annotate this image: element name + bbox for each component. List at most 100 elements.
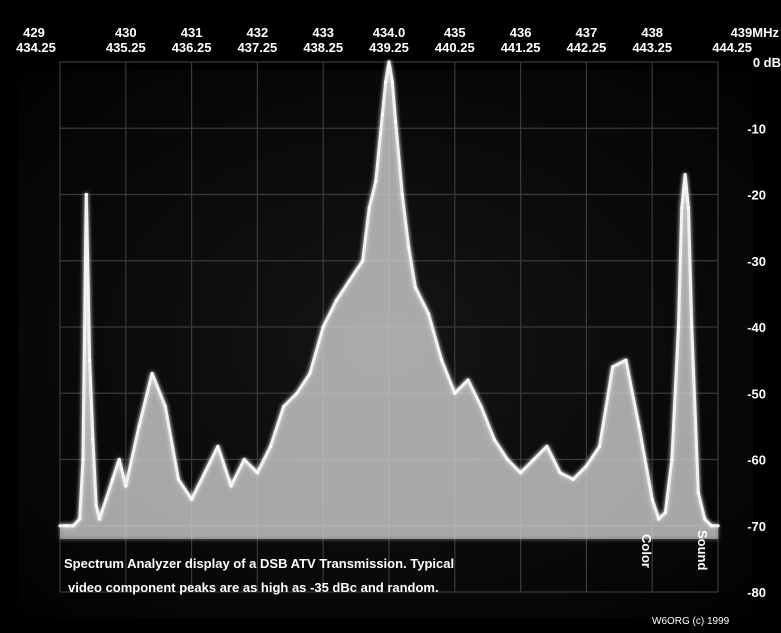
data-point	[505, 457, 509, 462]
db-scale-labels: 0 dB -10 -20 -30 -40 -50 -60 -70 -80	[747, 55, 781, 600]
data-point	[295, 391, 299, 395]
data-point	[137, 424, 141, 428]
caption-line-2: video component peaks are as high as -35…	[68, 580, 439, 595]
data-point	[624, 358, 628, 362]
bottom-freq-label: 435.25	[106, 40, 146, 55]
data-point	[334, 298, 338, 303]
data-point	[176, 477, 180, 481]
top-freq-label: 432	[247, 25, 269, 40]
data-point	[203, 471, 207, 475]
data-point	[65, 524, 69, 528]
top-freq-label: 435	[444, 25, 466, 40]
data-point	[440, 358, 444, 362]
data-point	[255, 471, 259, 475]
top-freq-label: 434.0	[373, 25, 406, 40]
top-freq-label: 438	[641, 25, 663, 40]
annotation-sound: Sound	[695, 530, 710, 570]
data-point	[492, 438, 496, 442]
data-point	[453, 391, 457, 395]
data-point	[650, 497, 654, 501]
data-point	[242, 457, 246, 462]
data-point	[663, 510, 668, 515]
data-point	[81, 457, 85, 462]
top-freq-label: 431	[181, 25, 203, 40]
data-point	[709, 524, 714, 528]
data-point	[229, 484, 233, 488]
data-point	[71, 524, 75, 528]
data-point	[407, 245, 411, 250]
spectrum-line	[60, 60, 718, 528]
data-point	[124, 484, 128, 488]
data-point	[308, 371, 312, 375]
db-label: -20	[747, 188, 766, 203]
data-point	[426, 312, 431, 316]
top-freq-label: 439MHz	[731, 25, 780, 40]
data-point	[611, 365, 615, 369]
data-point	[269, 444, 273, 448]
bottom-freq-label: 440.25	[435, 40, 475, 55]
db-label: -50	[747, 386, 766, 401]
data-point	[390, 80, 394, 84]
data-point	[163, 404, 167, 409]
data-point	[94, 504, 98, 508]
data-point	[413, 285, 417, 289]
data-point	[703, 517, 707, 521]
data-point	[104, 497, 108, 501]
db-label: -30	[747, 254, 766, 269]
caption-line-1: Spectrum Analyzer display of a DSB ATV T…	[64, 556, 454, 571]
data-point	[680, 206, 684, 210]
data-point	[111, 477, 115, 481]
data-point	[400, 192, 404, 197]
data-point	[466, 378, 470, 382]
credit-text: W6ORG (c) 1999	[652, 616, 730, 627]
data-point	[683, 173, 687, 177]
top-freq-label: 433	[312, 25, 334, 40]
data-point	[686, 206, 691, 210]
data-point	[367, 206, 371, 210]
db-label: 0 dB	[753, 55, 781, 70]
db-label: -60	[747, 453, 766, 468]
top-freq-label: 429	[23, 25, 45, 40]
data-point	[216, 444, 220, 448]
data-point	[479, 404, 483, 409]
bottom-freq-label: 437.25	[238, 40, 278, 55]
data-point	[716, 524, 720, 528]
bottom-freq-label: 442.25	[567, 40, 607, 55]
data-point	[394, 120, 398, 124]
data-point	[558, 471, 562, 475]
db-label: -40	[747, 320, 766, 335]
data-point	[361, 259, 365, 263]
spectrum-trace	[58, 60, 720, 539]
frequency-labels-top: 429 430 431 432 433 434.0 435 436 437 438 439MHz	[23, 25, 779, 40]
data-point	[387, 60, 391, 64]
data-point	[84, 192, 88, 197]
data-point	[150, 371, 154, 375]
annotation-color: Color	[639, 534, 654, 568]
data-point	[657, 517, 661, 521]
db-label: -70	[747, 519, 766, 534]
data-point	[58, 524, 62, 528]
bottom-freq-label: 436.25	[172, 40, 212, 55]
data-point	[519, 471, 523, 475]
frequency-labels-bottom: 434.25 435.25 436.25 437.25 438.25 439.25 440.…	[16, 40, 752, 55]
data-point	[78, 517, 82, 521]
bottom-freq-label: 439.25	[369, 40, 409, 55]
data-point	[696, 491, 700, 495]
data-point	[676, 325, 681, 329]
data-point	[88, 358, 92, 362]
data-point	[190, 497, 194, 501]
data-point	[117, 457, 121, 462]
top-freq-label: 430	[115, 25, 137, 40]
data-point	[690, 325, 694, 329]
bottom-freq-label: 444.25	[712, 40, 752, 55]
data-point	[598, 444, 602, 448]
db-label: -10	[747, 121, 766, 136]
bottom-freq-label: 434.25	[16, 40, 56, 55]
data-point	[637, 424, 641, 428]
top-freq-label: 437	[576, 25, 598, 40]
data-point	[545, 444, 549, 448]
bottom-freq-label: 443.25	[632, 40, 672, 55]
top-freq-label: 436	[510, 25, 532, 40]
